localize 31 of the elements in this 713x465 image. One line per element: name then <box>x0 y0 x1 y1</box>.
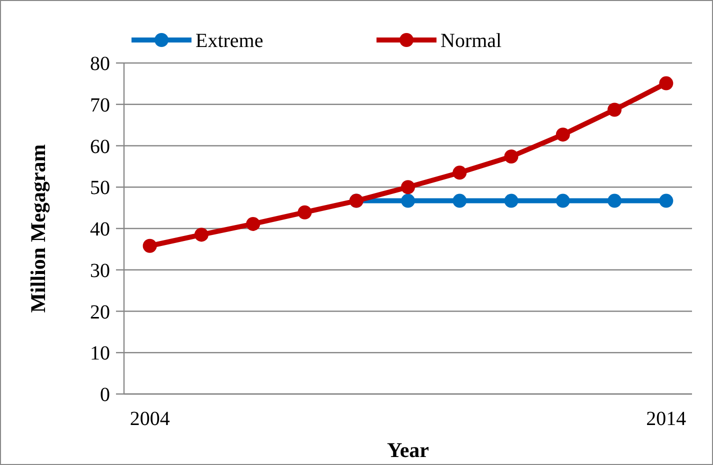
point <box>504 150 518 164</box>
legend-label: Normal <box>440 30 502 52</box>
point <box>401 194 415 208</box>
point <box>556 194 570 208</box>
y-tick-label: 70 <box>90 94 110 116</box>
x-axis-title: Year <box>387 438 429 462</box>
point <box>659 194 674 208</box>
point <box>608 194 622 208</box>
y-tick-label: 80 <box>90 53 110 75</box>
y-tick-label: 0 <box>100 384 110 406</box>
y-tick-label: 60 <box>90 136 110 158</box>
legend-label: Extreme <box>196 30 264 52</box>
x-tick-label: 2004 <box>130 408 170 430</box>
point <box>452 166 467 180</box>
y-tick-label: 20 <box>90 301 110 324</box>
y-tick-label: 10 <box>90 342 110 365</box>
y-tick-label: 50 <box>90 177 110 200</box>
point <box>452 194 467 208</box>
point <box>659 76 674 90</box>
y-tick-label: 30 <box>90 260 110 282</box>
x-tick-label: 2014 <box>646 408 686 430</box>
y-tick-label: 40 <box>90 218 110 240</box>
point <box>142 238 157 253</box>
y-axis-title: Million Megagram <box>26 144 50 313</box>
point <box>608 102 622 117</box>
point <box>194 228 208 242</box>
point <box>298 205 312 220</box>
point <box>401 180 415 194</box>
point <box>556 128 570 142</box>
point <box>504 194 518 208</box>
point <box>246 216 260 231</box>
